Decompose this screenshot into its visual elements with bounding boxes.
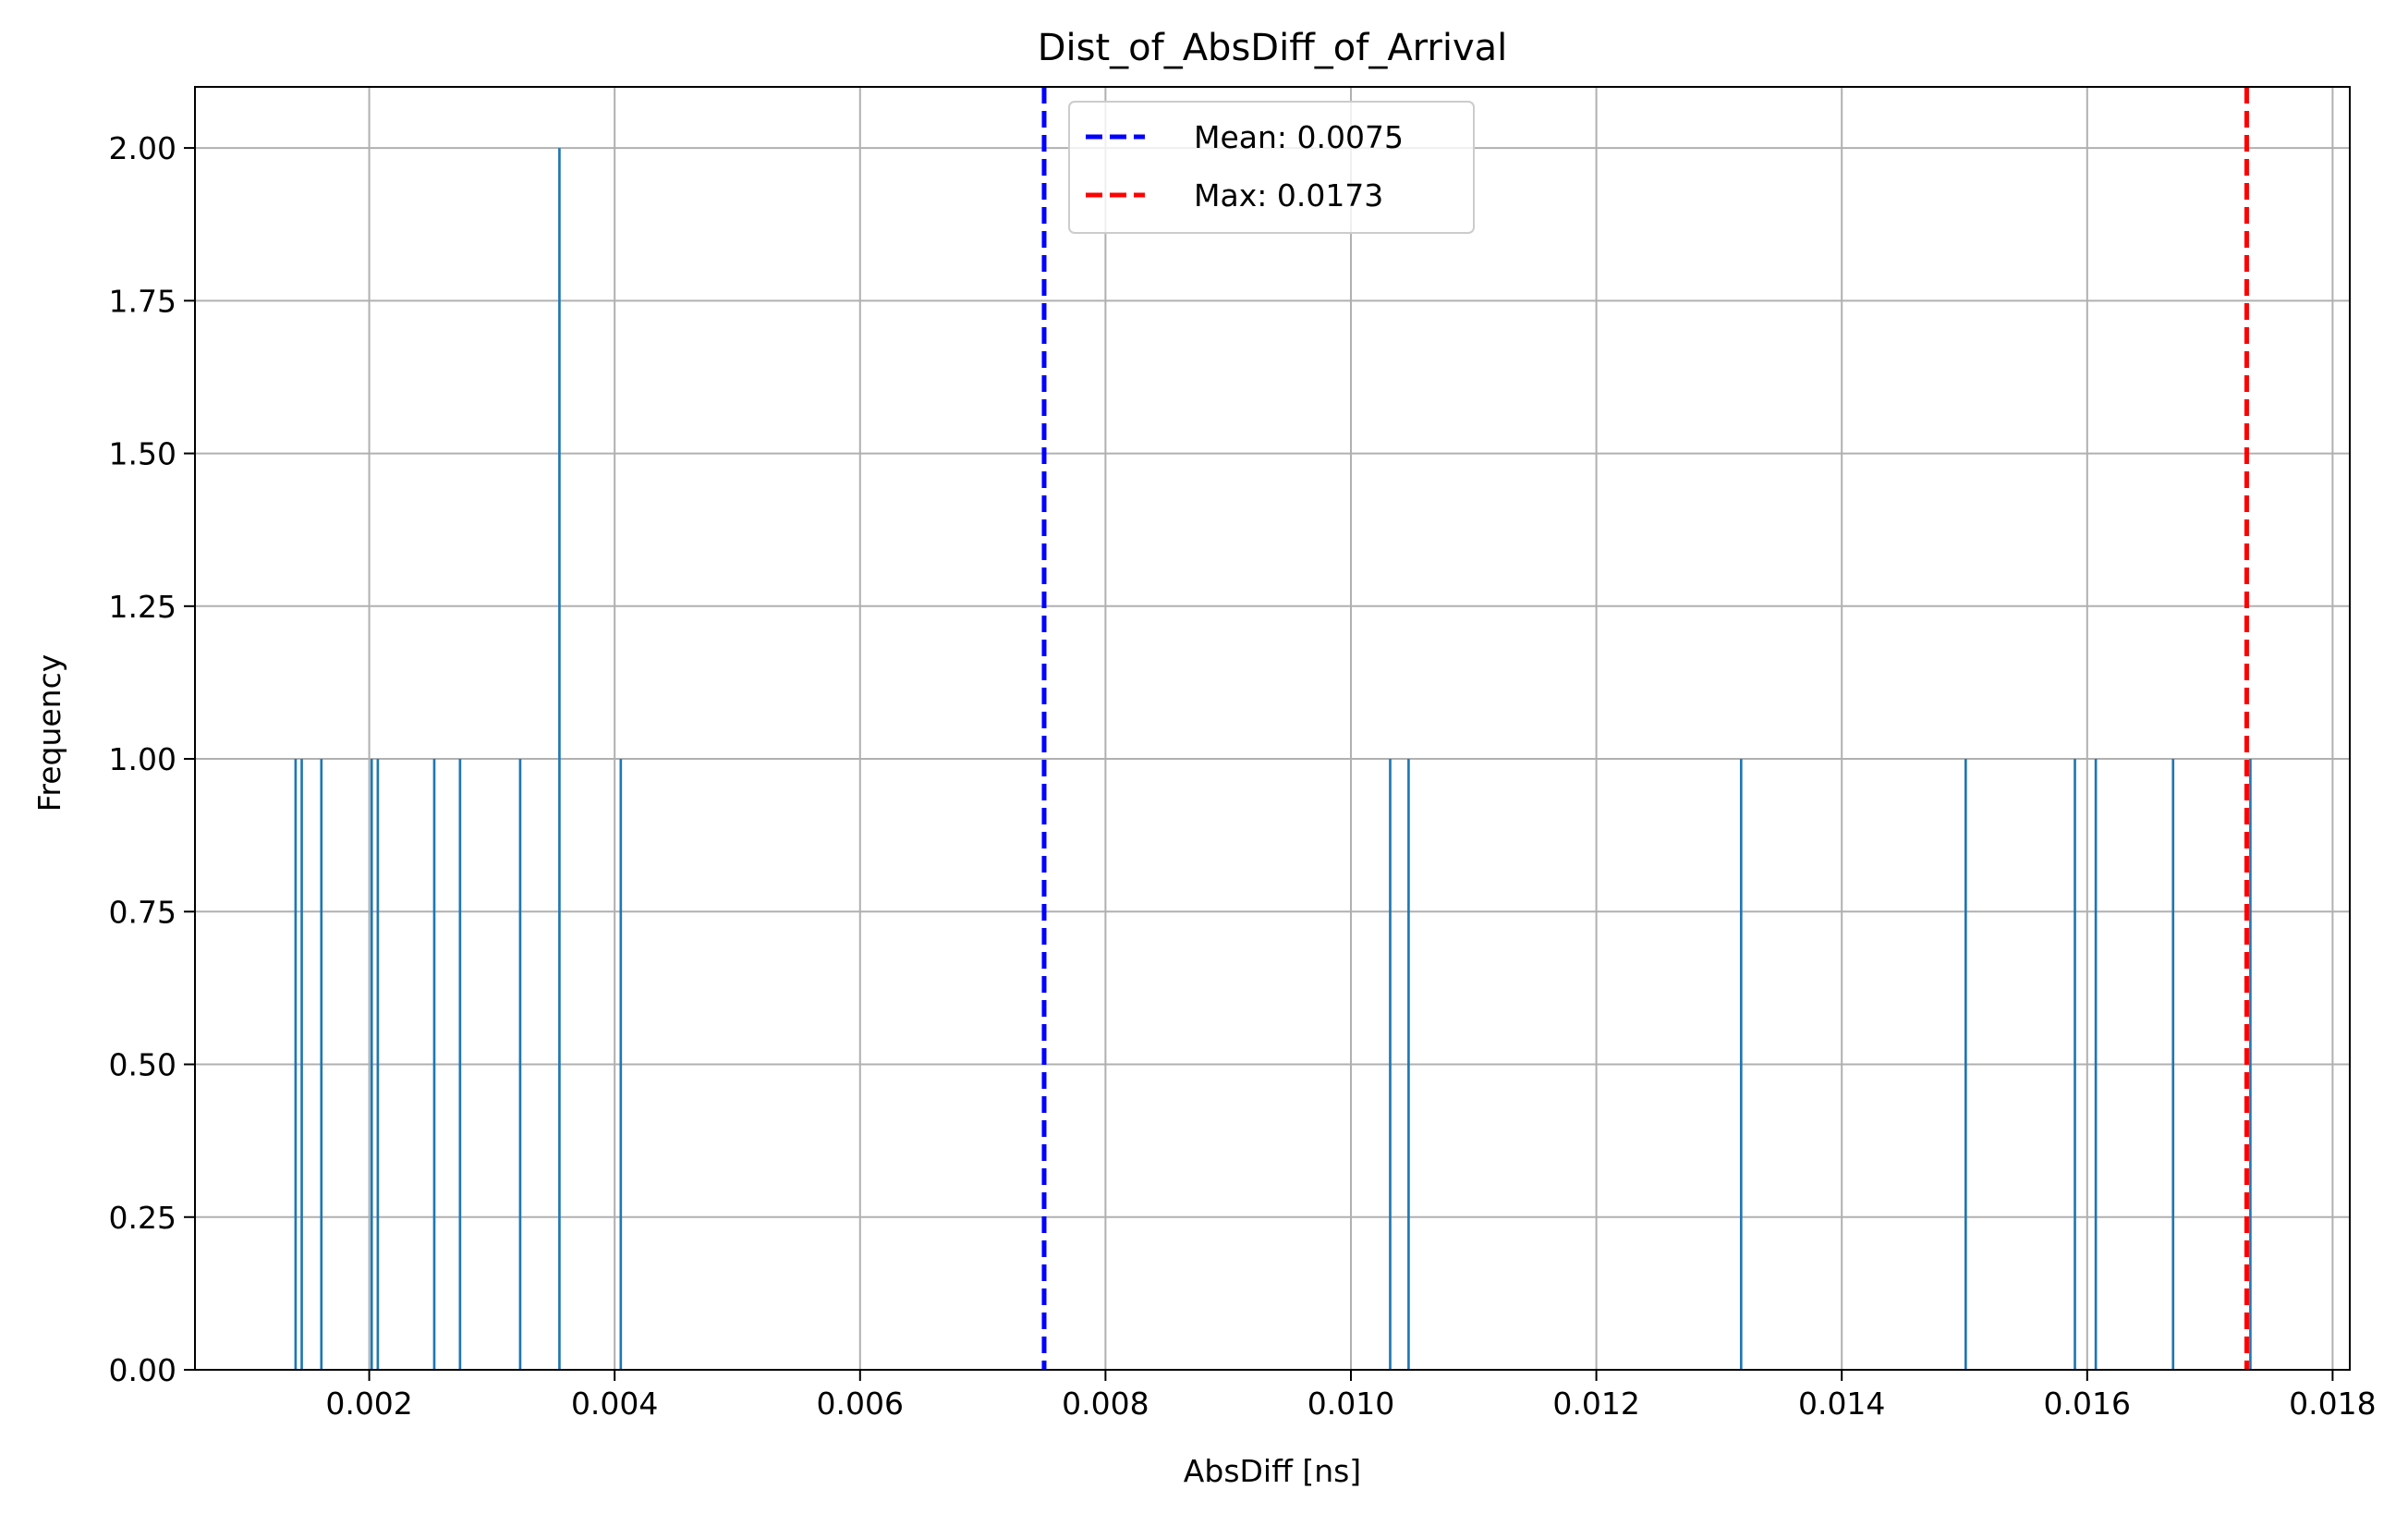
- histogram-bar: [1964, 759, 1967, 1370]
- y-tick-label: 0.25: [109, 1200, 176, 1236]
- grid-lines: [195, 87, 2350, 1371]
- histogram-bar: [1389, 759, 1392, 1370]
- histogram-bar: [300, 759, 303, 1370]
- y-tick-label: 0.75: [109, 894, 176, 930]
- histogram-bar: [558, 148, 561, 1371]
- histogram-bar: [2171, 759, 2175, 1370]
- reference-lines: [1041, 87, 2249, 1370]
- x-tick-label: 0.004: [571, 1386, 658, 1422]
- bars: [294, 148, 2252, 1371]
- chart-title: Dist_of_AbsDiff_of_Arrival: [1038, 27, 1508, 69]
- y-tick-label: 1.25: [109, 589, 176, 625]
- histogram-bar: [2094, 759, 2098, 1370]
- x-tick-label: 0.008: [1062, 1386, 1149, 1422]
- x-tick-label: 0.010: [1307, 1386, 1394, 1422]
- histogram-bar: [294, 759, 298, 1370]
- y-tick-label: 0.50: [109, 1047, 176, 1083]
- plot-frame: [194, 86, 2351, 1371]
- x-tick-label: 0.002: [325, 1386, 412, 1422]
- y-tick-label: 0.00: [109, 1352, 176, 1388]
- x-tick-label: 0.006: [817, 1386, 904, 1422]
- x-axis-label: AbsDiff [ns]: [1184, 1453, 1361, 1489]
- y-axis-ticks: 0.00 0.25 0.50 0.75 1.00 1.25 1.50 1.75 2.00: [109, 130, 195, 1388]
- histogram-bar: [376, 759, 380, 1370]
- histogram-bar: [370, 759, 373, 1370]
- histogram-bar: [2074, 759, 2076, 1370]
- legend: Mean: 0.0075 Max: 0.0173: [1068, 101, 1475, 234]
- x-tick-label: 0.018: [2289, 1386, 2376, 1422]
- histogram-bar: [619, 759, 623, 1370]
- legend-label: Max: 0.0173: [1194, 177, 1383, 214]
- y-axis-label: Frequency: [31, 654, 67, 812]
- y-tick-label: 2.00: [109, 130, 176, 166]
- histogram-bar: [458, 759, 462, 1370]
- histogram-bar: [518, 759, 522, 1370]
- histogram-bar: [320, 759, 323, 1370]
- legend-label: Mean: 0.0075: [1194, 119, 1404, 155]
- histogram-bar: [1739, 759, 1743, 1370]
- x-tick-label: 0.014: [1798, 1386, 1885, 1422]
- y-tick-label: 1.50: [109, 436, 176, 472]
- x-tick-label: 0.012: [1552, 1386, 1639, 1422]
- y-tick-label: 1.00: [109, 741, 176, 777]
- legend-box: [1068, 101, 1475, 234]
- y-tick-label: 1.75: [109, 283, 176, 319]
- x-axis-ticks: 0.002 0.004 0.006 0.008 0.010 0.012 0.014 0.016…: [325, 1370, 2377, 1422]
- histogram-bar: [432, 759, 436, 1370]
- x-tick-label: 0.016: [2044, 1386, 2131, 1422]
- histogram-bar: [2249, 759, 2252, 1370]
- histogram-bar: [1407, 759, 1410, 1370]
